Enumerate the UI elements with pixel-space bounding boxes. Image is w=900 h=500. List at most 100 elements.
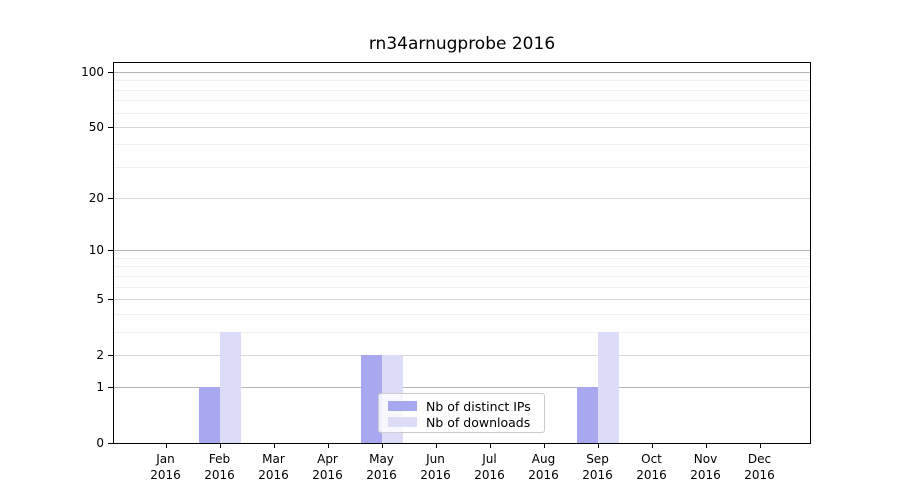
y-tick-mark <box>108 72 113 73</box>
x-tick-label: Aug 2016 <box>517 451 571 483</box>
major-gridline <box>114 250 810 251</box>
x-tick-mark <box>490 444 491 448</box>
x-tick-label: Apr 2016 <box>301 451 355 483</box>
legend-swatch-downloads <box>388 417 417 427</box>
bar <box>198 387 220 443</box>
legend-label-downloads: Nb of downloads <box>426 414 531 430</box>
x-tick-label-line: 2016 <box>366 468 397 482</box>
minor-gridline <box>114 113 810 114</box>
x-tick-label: Jun 2016 <box>409 451 463 483</box>
minor-gridline <box>114 276 810 277</box>
y-tick-label: 0 <box>96 436 104 450</box>
y-tick-label: 10 <box>88 243 104 257</box>
y-tick-mark <box>108 387 113 388</box>
y-tick-mark <box>108 198 113 199</box>
x-tick-label-line: 2016 <box>690 468 721 482</box>
y-tick-mark <box>108 250 113 251</box>
x-tick-mark <box>652 444 653 448</box>
x-tick-label: Jul 2016 <box>463 451 517 483</box>
minor-gridline <box>114 287 810 288</box>
x-tick-mark <box>274 444 275 448</box>
major-gridline <box>114 72 810 73</box>
x-tick-label-line: 2016 <box>258 468 289 482</box>
x-tick-mark <box>598 444 599 448</box>
x-tick-label: May 2016 <box>355 451 409 483</box>
minor-gridline <box>114 167 810 168</box>
x-tick-label-line: 2016 <box>474 468 505 482</box>
x-tick-mark <box>760 444 761 448</box>
x-tick-label: Mar 2016 <box>247 451 301 483</box>
major-gridline <box>114 387 810 388</box>
y-tick-label: 50 <box>88 120 104 134</box>
x-tick-label: Jan 2016 <box>139 451 193 483</box>
major-gridline <box>114 127 810 128</box>
x-tick-label-line: Dec <box>747 452 772 466</box>
x-tick-label-line: 2016 <box>744 468 775 482</box>
plot-border-right <box>810 62 811 444</box>
y-tick-mark <box>108 299 113 300</box>
minor-gridline <box>114 80 810 81</box>
legend-swatch-distinct-ips <box>388 401 417 411</box>
x-tick-label-line: 2016 <box>312 468 343 482</box>
x-tick-label: Nov 2016 <box>679 451 733 483</box>
x-tick-label: Oct 2016 <box>625 451 679 483</box>
x-tick-mark <box>436 444 437 448</box>
x-tick-label: Sep 2016 <box>571 451 625 483</box>
major-gridline <box>114 355 810 356</box>
x-tick-mark <box>166 444 167 448</box>
y-tick-mark <box>108 127 113 128</box>
major-gridline <box>114 198 810 199</box>
x-tick-label-line: 2016 <box>204 468 235 482</box>
y-tick-label: 2 <box>96 348 104 362</box>
x-tick-label-line: May <box>369 452 394 466</box>
y-tick-label: 5 <box>96 292 104 306</box>
minor-gridline <box>114 90 810 91</box>
minor-gridline <box>114 332 810 333</box>
legend-item-downloads: Nb of downloads <box>388 414 536 430</box>
x-tick-mark <box>544 444 545 448</box>
x-tick-label-line: Apr <box>317 452 338 466</box>
x-tick-label-line: 2016 <box>420 468 451 482</box>
x-tick-label-line: 2016 <box>150 468 181 482</box>
minor-gridline <box>114 266 810 267</box>
x-tick-label-line: 2016 <box>582 468 613 482</box>
x-tick-label-line: Nov <box>693 452 718 466</box>
major-gridline <box>114 299 810 300</box>
bar <box>576 387 598 443</box>
plot-border-top <box>113 62 811 63</box>
x-tick-label: Feb 2016 <box>193 451 247 483</box>
minor-gridline <box>114 314 810 315</box>
legend: Nb of distinct IPs Nb of downloads <box>378 393 545 433</box>
minor-gridline <box>114 100 810 101</box>
bar <box>360 354 382 443</box>
x-tick-label-line: 2016 <box>636 468 667 482</box>
x-tick-label-line: Oct <box>641 452 662 466</box>
y-tick-label: 20 <box>88 191 104 205</box>
bar <box>597 331 619 443</box>
plot-border-left <box>113 62 114 444</box>
x-tick-label-line: Jun <box>426 452 445 466</box>
legend-item-distinct-ips: Nb of distinct IPs <box>388 398 536 414</box>
x-tick-mark <box>706 444 707 448</box>
x-tick-mark <box>382 444 383 448</box>
minor-gridline <box>114 258 810 259</box>
y-tick-label: 100 <box>81 65 104 79</box>
y-tick-mark <box>108 355 113 356</box>
y-tick-mark <box>108 443 113 444</box>
x-tick-label-line: Jul <box>482 452 497 466</box>
y-tick-label: 1 <box>96 380 104 394</box>
x-tick-mark <box>220 444 221 448</box>
x-tick-label-line: Aug <box>531 452 556 466</box>
x-tick-label-line: 2016 <box>528 468 559 482</box>
legend-label-distinct-ips: Nb of distinct IPs <box>426 398 531 414</box>
chart-title: rn34arnugprobe 2016 <box>368 34 556 54</box>
x-tick-mark <box>328 444 329 448</box>
x-tick-label-line: Sep <box>586 452 609 466</box>
plot-border-bottom <box>113 443 811 444</box>
x-tick-label: Dec 2016 <box>733 451 787 483</box>
x-tick-label-line: Jan <box>156 452 175 466</box>
